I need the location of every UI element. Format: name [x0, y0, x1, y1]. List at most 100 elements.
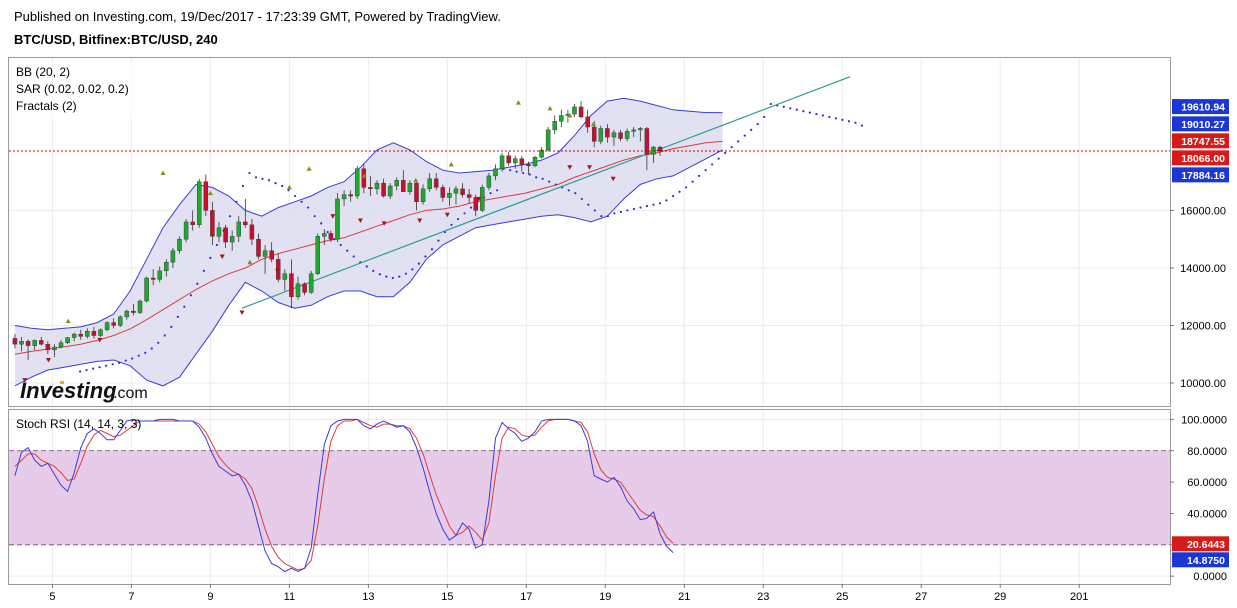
price-tick-label: 14000.00 [1180, 263, 1226, 275]
fractal-down-marker [357, 218, 363, 223]
stoch-tick-label: 60.0000 [1187, 477, 1227, 489]
x-tick-label: 17 [520, 591, 532, 603]
candle-body [433, 178, 439, 188]
price-tag-bg [1172, 99, 1229, 115]
candle-body [197, 181, 202, 226]
stoch-tick-label: 40.0000 [1187, 508, 1227, 520]
candle-body [118, 316, 123, 326]
sar-dot [411, 268, 414, 271]
sar-dot [626, 209, 629, 212]
legend-fractals: Fractals (2) [16, 99, 77, 113]
sar-dot [261, 177, 264, 180]
candle-body [177, 238, 182, 251]
sar-dot [834, 117, 838, 120]
sar-dot [170, 325, 173, 329]
candle-body [506, 155, 511, 164]
candle-body [381, 182, 386, 197]
sar-dot [808, 111, 811, 114]
sar-dot [235, 200, 238, 203]
candle-body [453, 188, 459, 194]
sar-dot [684, 186, 688, 189]
candle-body [440, 187, 446, 198]
candle-body [578, 106, 584, 118]
sar-dot [346, 249, 349, 252]
candle-body [269, 250, 274, 260]
sar-dot [352, 255, 355, 258]
candle-body [295, 283, 301, 297]
candle-body [394, 180, 399, 187]
sar-dot [228, 215, 232, 218]
x-tick-label: 27 [915, 591, 927, 603]
sar-dot [795, 108, 798, 111]
sar-dot [658, 202, 662, 205]
sar-dot [854, 121, 857, 124]
candle-body [545, 129, 551, 151]
fractal-down-marker [97, 337, 103, 343]
candle-body [52, 346, 57, 351]
candle-body [322, 233, 327, 237]
fractal-up-marker [286, 184, 292, 190]
candle-body [137, 300, 143, 313]
fractal-up-marker [567, 113, 573, 118]
candle-body [460, 188, 465, 195]
sar-dot [678, 190, 681, 193]
sar-dot [137, 354, 140, 357]
bollinger-basis-line [14, 140, 723, 355]
sar-dot [489, 192, 492, 195]
sar-dot [574, 192, 577, 195]
parabolic-sar [78, 102, 864, 373]
sar-dot [391, 276, 394, 280]
candle-body [552, 121, 557, 131]
investing-logo: Investing .com [20, 378, 148, 403]
candle-body [216, 227, 222, 237]
candle-body [401, 180, 406, 192]
sar-dot [189, 294, 192, 297]
candle-body [591, 126, 597, 142]
x-tick-label: 21 [678, 591, 690, 603]
candle-body [236, 221, 241, 237]
sar-dot [398, 275, 401, 278]
sar-dot [313, 215, 316, 218]
candle-body [25, 341, 31, 346]
fractal-up-marker [361, 173, 367, 178]
price-tag-bg [1172, 116, 1229, 132]
stoch-tag-bg [1172, 536, 1229, 552]
sar-dot [215, 243, 219, 247]
price-tick-label: 16000.00 [1180, 205, 1226, 217]
trendline[interactable] [241, 76, 851, 309]
candle-body [572, 106, 577, 115]
candle-body [387, 185, 393, 197]
candle-body [532, 157, 538, 167]
candle-body [45, 343, 51, 351]
sar-dot [782, 105, 785, 108]
candle-body [91, 331, 97, 336]
logo-brand: Investing [20, 378, 117, 403]
sar-dot [724, 151, 727, 155]
sar-dot [430, 248, 434, 251]
stoch-tag-label: 20.6443 [1187, 539, 1225, 551]
sar-dot [580, 197, 583, 201]
x-tick-label: 23 [757, 591, 769, 603]
legend-bg [11, 62, 171, 118]
sar-dot [711, 163, 714, 166]
sar-dot [424, 255, 427, 258]
candle-body [486, 175, 492, 188]
x-tick-label: 19 [599, 591, 611, 603]
candle-body [203, 181, 209, 211]
fractal-markers [22, 100, 616, 383]
stoch-pane [8, 409, 1171, 585]
sar-dot [267, 179, 271, 182]
candle-body [368, 187, 373, 190]
sar-dot [85, 368, 88, 372]
fractal-down-marker [476, 196, 482, 202]
fractal-down-marker [567, 165, 573, 170]
sar-dot [144, 351, 147, 354]
published-info: Published on Investing.com, 19/Dec/2017 … [14, 9, 501, 24]
candle-body [611, 132, 617, 138]
sar-dot [691, 180, 694, 183]
candle-body [58, 342, 64, 348]
candle-body [341, 194, 347, 200]
fractal-up-marker [306, 166, 312, 171]
sar-dot [528, 173, 531, 176]
sar-dot [105, 364, 108, 367]
